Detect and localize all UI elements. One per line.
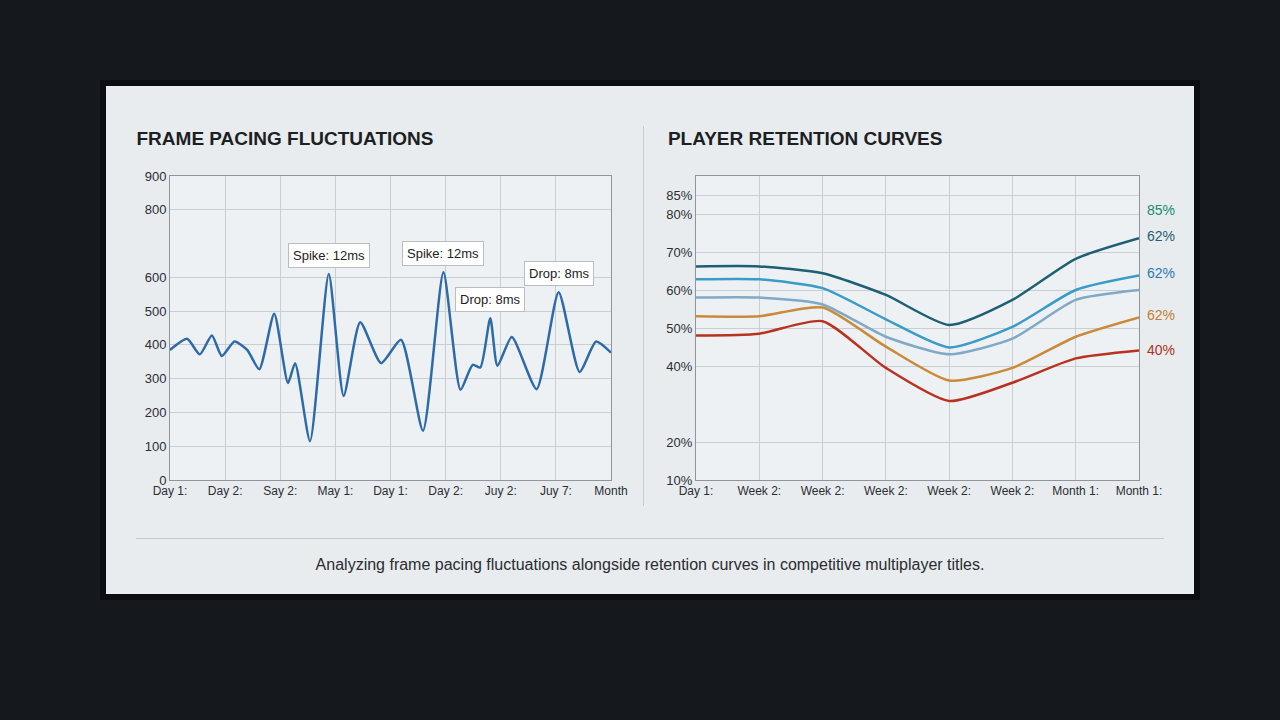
svg-text:10%: 10% — [666, 473, 692, 488]
svg-text:Day 2:: Day 2: — [208, 484, 243, 498]
svg-text:62%: 62% — [1147, 307, 1175, 323]
svg-text:800: 800 — [145, 202, 167, 217]
svg-text:80%: 80% — [666, 207, 692, 222]
svg-text:60%: 60% — [666, 283, 692, 298]
svg-text:May 1:: May 1: — [317, 484, 353, 498]
svg-text:0: 0 — [159, 473, 166, 488]
svg-text:Day 1:: Day 1: — [679, 484, 714, 498]
svg-text:Week 2:: Week 2: — [801, 484, 845, 498]
svg-text:Month 1:: Month 1: — [1052, 484, 1099, 498]
svg-text:Spike: 12ms: Spike: 12ms — [293, 248, 365, 263]
svg-text:40%: 40% — [1147, 342, 1175, 358]
svg-text:Month 1:: Month 1: — [1116, 484, 1163, 498]
svg-text:40%: 40% — [666, 359, 692, 374]
svg-text:PLAYER RETENTION CURVES: PLAYER RETENTION CURVES — [668, 128, 943, 149]
svg-text:Week 2:: Week 2: — [991, 484, 1035, 498]
html-text:Analyzing frame pacing fluctua: Analyzing frame pacing fluctuations alon… — [315, 556, 985, 573]
svg-text:62%: 62% — [1147, 228, 1175, 244]
svg-text:900: 900 — [145, 169, 167, 184]
svg-text:Spike: 12ms: Spike: 12ms — [407, 246, 479, 261]
svg-text:Week 2:: Week 2: — [864, 484, 908, 498]
svg-text:62%: 62% — [1147, 265, 1175, 281]
svg-text:Drop: 8ms: Drop: 8ms — [460, 292, 520, 307]
svg-text:FRAME PACING FLUCTUATIONS: FRAME PACING FLUCTUATIONS — [137, 128, 434, 149]
svg-text:85%: 85% — [1147, 202, 1175, 218]
svg-text:Drop: 8ms: Drop: 8ms — [529, 266, 589, 281]
svg-text:Day 2:: Day 2: — [428, 484, 463, 498]
svg-text:400: 400 — [145, 337, 167, 352]
svg-text:500: 500 — [145, 304, 167, 319]
svg-text:Juy 2:: Juy 2: — [485, 484, 517, 498]
svg-text:85%: 85% — [666, 188, 692, 203]
svg-text:Month: Month — [594, 484, 627, 498]
svg-text:20%: 20% — [666, 435, 692, 450]
svg-text:Week 2:: Week 2: — [927, 484, 971, 498]
svg-text:600: 600 — [145, 270, 167, 285]
svg-text:50%: 50% — [666, 321, 692, 336]
svg-text:300: 300 — [145, 371, 167, 386]
svg-text:Juy 7:: Juy 7: — [540, 484, 572, 498]
svg-text:Week 2:: Week 2: — [737, 484, 781, 498]
svg-text:200: 200 — [145, 405, 167, 420]
svg-text:Day 1:: Day 1: — [153, 484, 188, 498]
svg-text:70%: 70% — [666, 245, 692, 260]
svg-text:Say 2:: Say 2: — [263, 484, 297, 498]
svg-text:Day 1:: Day 1: — [373, 484, 408, 498]
svg-text:100: 100 — [145, 439, 167, 454]
